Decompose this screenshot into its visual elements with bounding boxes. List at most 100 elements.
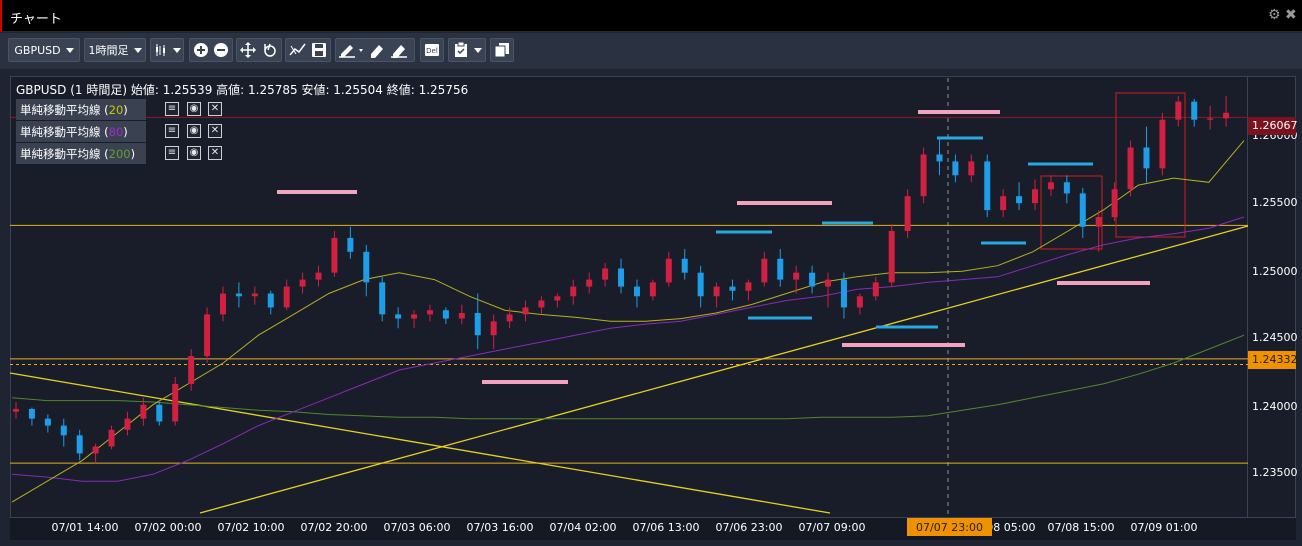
reset-icon[interactable] bbox=[264, 43, 276, 57]
candle-body bbox=[920, 154, 927, 197]
candle-body bbox=[219, 293, 226, 315]
eraser-all-icon[interactable] bbox=[391, 45, 407, 58]
candle-body bbox=[299, 279, 306, 287]
window-titlebar: チャート ⚙ ✖ bbox=[0, 0, 1302, 32]
candle-body bbox=[283, 286, 290, 308]
pen-icon[interactable] bbox=[339, 45, 355, 58]
candle-body bbox=[984, 161, 991, 211]
drawing-group bbox=[335, 38, 415, 62]
eye-icon[interactable]: ◉ bbox=[187, 124, 201, 138]
settings-icon[interactable]: ≡ bbox=[165, 102, 179, 116]
y-tick-label: 1.25500 bbox=[1252, 196, 1298, 209]
candle-body bbox=[1016, 196, 1023, 204]
y-tick-label: 1.24000 bbox=[1252, 400, 1298, 413]
sma-lines bbox=[11, 140, 1245, 503]
candle-body bbox=[649, 282, 656, 297]
candle-body bbox=[761, 258, 768, 283]
eraser-icon[interactable] bbox=[371, 45, 383, 58]
candle-body bbox=[156, 404, 163, 422]
legend-close: ) bbox=[123, 125, 128, 139]
save-icon[interactable] bbox=[312, 43, 326, 57]
x-tick-label: 07/08 15:00 bbox=[1047, 521, 1115, 534]
close-icon[interactable]: ✕ bbox=[208, 124, 222, 138]
copy-icon bbox=[494, 43, 509, 58]
symbol-select[interactable]: GBPUSD bbox=[8, 38, 80, 62]
x-tick-label: 07/02 00:00 bbox=[134, 521, 202, 534]
legend-label: 単純移動平均線 ( bbox=[20, 103, 109, 117]
candle-body bbox=[347, 237, 354, 252]
close-icon[interactable]: ✕ bbox=[208, 102, 222, 116]
candle-body bbox=[28, 408, 35, 419]
trend-tool-icon[interactable] bbox=[289, 43, 306, 56]
copy-button[interactable] bbox=[490, 38, 514, 62]
candle-body bbox=[267, 293, 274, 308]
move-icon[interactable] bbox=[240, 42, 256, 58]
candle-body bbox=[395, 314, 402, 319]
candle-body bbox=[1000, 196, 1007, 211]
close-icon[interactable]: ✖ bbox=[1285, 7, 1297, 23]
clipboard-icon bbox=[454, 42, 467, 57]
box-drawing bbox=[1040, 175, 1103, 250]
template-button[interactable] bbox=[448, 38, 486, 62]
pan-reset-icons bbox=[240, 42, 276, 58]
candle-body bbox=[1223, 112, 1230, 119]
tools-group bbox=[285, 38, 331, 62]
candle-body bbox=[522, 307, 529, 315]
candlestick-icon bbox=[155, 44, 165, 56]
y-tick-label: 1.24500 bbox=[1252, 331, 1298, 344]
trend-line-up bbox=[199, 225, 1249, 514]
symbol-select-value: GBPUSD bbox=[14, 43, 61, 57]
sma200-line bbox=[11, 334, 1245, 420]
candle-body bbox=[411, 314, 418, 319]
candle-body bbox=[713, 286, 720, 297]
candle-body bbox=[570, 286, 577, 297]
x-tick-label: 07/02 10:00 bbox=[217, 521, 285, 534]
delete-all-button[interactable]: Del bbox=[420, 38, 444, 62]
tools-icons bbox=[289, 43, 326, 57]
candle-body bbox=[777, 258, 784, 280]
candle-body bbox=[490, 321, 497, 336]
candle-body bbox=[204, 314, 211, 357]
settings-icon[interactable]: ≡ bbox=[165, 146, 179, 160]
cursor-time-label: 07/07 23:00 bbox=[907, 518, 992, 536]
timeframe-select[interactable]: 1時間足 bbox=[84, 38, 146, 62]
settings-icon[interactable]: ≡ bbox=[165, 124, 179, 138]
ohlc-info: GBPUSD (1 時間足) 始値: 1.25539 高値: 1.25785 安… bbox=[16, 83, 469, 97]
eye-icon[interactable]: ◉ bbox=[187, 102, 201, 116]
chart-toolbar: GBPUSD 1時間足 Del bbox=[0, 33, 1302, 69]
x-tick-label: 07/03 16:00 bbox=[466, 521, 534, 534]
pan-reset-group bbox=[236, 38, 282, 62]
x-tick-label: 07/04 02:00 bbox=[549, 521, 617, 534]
candle-body bbox=[13, 408, 19, 412]
chevron-down-icon bbox=[359, 49, 363, 52]
candle-body bbox=[1111, 189, 1118, 218]
legend-period: 80 bbox=[108, 125, 124, 139]
candle-body bbox=[936, 154, 943, 162]
close-icon[interactable]: ✕ bbox=[208, 146, 222, 160]
chart-type-button[interactable] bbox=[150, 38, 184, 62]
candle-body bbox=[235, 293, 242, 297]
legend-sma80: 単純移動平均線 (80) bbox=[16, 121, 146, 142]
candle-body bbox=[1143, 147, 1150, 169]
candle-body bbox=[697, 272, 704, 297]
legend-period: 200 bbox=[108, 147, 131, 161]
svg-text:Del: Del bbox=[426, 47, 438, 55]
x-tick-label: 07/03 06:00 bbox=[383, 521, 451, 534]
eye-icon[interactable]: ◉ bbox=[187, 146, 201, 160]
sma80-line bbox=[11, 216, 1245, 482]
gear-icon[interactable]: ⚙ bbox=[1268, 7, 1281, 23]
candle-body bbox=[665, 258, 672, 283]
candle-body bbox=[251, 293, 258, 297]
candle-body bbox=[681, 258, 688, 273]
zoom-group bbox=[189, 38, 233, 62]
x-tick-label: 07/06 13:00 bbox=[632, 521, 700, 534]
chevron-down-icon bbox=[65, 47, 74, 53]
candle-body bbox=[554, 296, 561, 301]
candles bbox=[13, 96, 1230, 464]
candle-body bbox=[618, 268, 625, 287]
candle-body bbox=[140, 404, 147, 419]
chevron-down-icon bbox=[473, 47, 482, 53]
legend-sma200: 単純移動平均線 (200) bbox=[16, 143, 146, 164]
timeframe-select-value: 1時間足 bbox=[88, 44, 129, 57]
